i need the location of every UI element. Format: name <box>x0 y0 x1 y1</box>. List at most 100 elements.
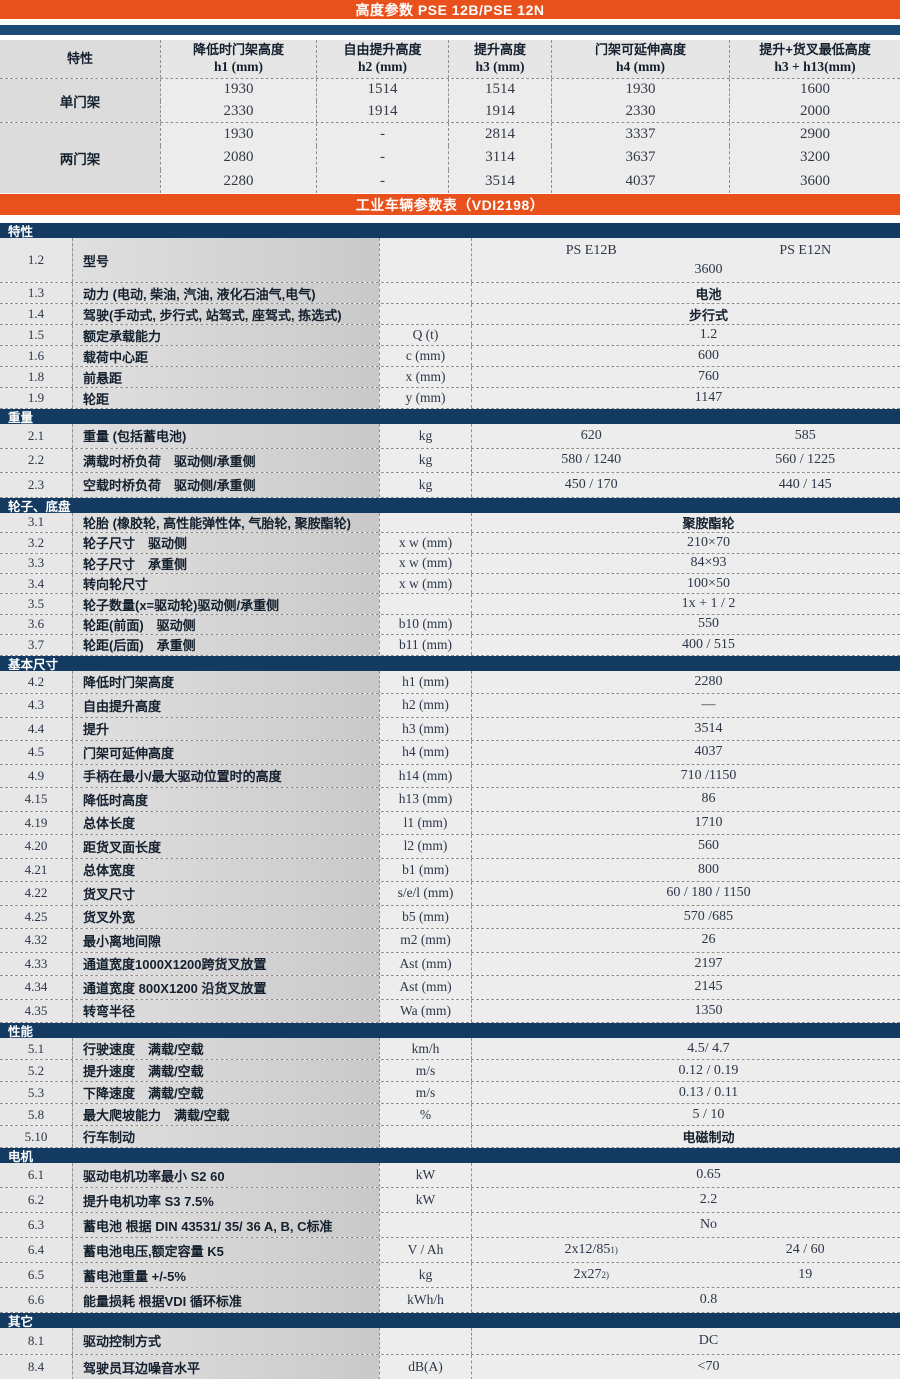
section-header-bar: 重量 <box>0 409 900 425</box>
spec-row: 4.32 最小离地间隙 m2 (mm) 26 <box>0 929 900 953</box>
spec-row: 1.3 动力 (电动, 柴油, 汽油, 液化石油气,电气) 电池 <box>0 283 900 304</box>
row-value: 2.2 <box>699 1192 718 1208</box>
height-params-title-bar: 高度参数 PSE 12B/PSE 12N <box>0 0 900 19</box>
row-number: 1.5 <box>0 325 72 345</box>
row-label: 最小离地间隙 <box>72 929 379 952</box>
row-unit: h13 (mm) <box>379 788 471 811</box>
row-number: 5.1 <box>0 1038 72 1060</box>
model-sub-value: 3600 <box>694 261 723 277</box>
height-value-cell: 2330 <box>551 100 729 122</box>
height-value-cell: 3337 <box>551 123 729 147</box>
row-unit: h4 (mm) <box>379 741 471 764</box>
spec-row: 3.2 轮子尺寸 驱动侧 x w (mm) 210×70 <box>0 533 900 554</box>
row-value-area: 550 <box>471 614 900 635</box>
height-table-row: 2330 1914 1914 2330 2000 <box>160 100 900 122</box>
spec-section-基本尺寸: 基本尺寸 4.2 降低时门架高度 h1 (mm) 2280 4.3 自由提升高度 h2 (mm… <box>0 655 900 1024</box>
height-table-col-header: 提升高度 h3 (mm) <box>448 40 551 78</box>
height-value-cell: 1930 <box>160 79 316 101</box>
spec-row: 4.35 转弯半径 Wa (mm) 1350 <box>0 999 900 1024</box>
row-value: 5 / 10 <box>692 1106 725 1122</box>
row-label: 蓄电池电压,额定容量 K5 <box>72 1238 379 1263</box>
row-label: 轮子数量(x=驱动轮)驱动侧/承重侧 <box>72 594 379 614</box>
spec-row: 1.6 载荷中心距 c (mm) 600 <box>0 346 900 367</box>
row-unit <box>379 1328 471 1354</box>
spec-row: 4.3 自由提升高度 h2 (mm) — <box>0 694 900 718</box>
row-unit: h3 (mm) <box>379 717 471 741</box>
row-value-area: 710 /1150 <box>471 764 900 788</box>
row-value-area: 2280 <box>471 670 900 694</box>
row-value-area: 3514 <box>471 717 900 741</box>
height-value-cell: 1914 <box>316 100 448 122</box>
row-unit <box>379 283 471 303</box>
row-unit: y (mm) <box>379 388 471 408</box>
row-label: 能量损耗 根据VDI 循环标准 <box>72 1288 379 1313</box>
row-number: 2.1 <box>0 424 72 448</box>
row-unit <box>379 238 471 282</box>
row-label: 轮距(后面) 承重侧 <box>72 635 379 655</box>
row-value: 4037 <box>694 744 723 760</box>
row-label: 轮子尺寸 驱动侧 <box>72 533 379 553</box>
row-value: 26 <box>701 932 716 948</box>
row-value-b: 2x12/85 1) <box>564 1242 618 1258</box>
row-value-area: 电磁制动 <box>471 1126 900 1148</box>
spec-section-性能: 性能 5.1 行驶速度 满载/空载 km/h 4.5/ 4.7 5.2 提升速度 满载/空载… <box>0 1023 900 1149</box>
mast-group: 两门架 1930-2814 3337 2900 2080-3114 3637 3200 228… <box>0 122 900 193</box>
model-name-line: PS E12B PS E12N <box>472 243 900 259</box>
row-number: 1.9 <box>0 388 72 408</box>
row-value: 1x + 1 / 2 <box>681 596 736 612</box>
spec-row: 4.15 降低时高度 h13 (mm) 86 <box>0 788 900 812</box>
height-value-cell: 1930 <box>551 79 729 101</box>
row-unit: kg <box>379 448 471 473</box>
row-label: 动力 (电动, 柴油, 汽油, 液化石油气,电气) <box>72 283 379 303</box>
row-value-area: PS E12B PS E12N 3600 <box>471 238 900 282</box>
height-value-cell: 1930 <box>160 123 316 147</box>
row-value-n: 560 / 1225 <box>775 452 836 468</box>
row-value-area: 2.2 <box>471 1188 900 1213</box>
row-label: 最大爬坡能力 满载/空载 <box>72 1104 379 1126</box>
height-table-row: 1930-2814 3337 2900 <box>160 123 900 147</box>
row-label: 货叉外宽 <box>72 905 379 929</box>
spec-section-轮子、底盘: 轮子、底盘 3.1 轮胎 (橡胶轮, 高性能弹性体, 气胎轮, 聚胺酯轮) 聚胺酯轮 3… <box>0 497 900 656</box>
row-unit: h1 (mm) <box>379 670 471 694</box>
row-value-area: 聚胺酯轮 <box>471 512 900 533</box>
height-value-cell: 1914 <box>448 100 551 122</box>
row-value-area: 400 / 515 <box>471 635 900 655</box>
row-value-area: 100×50 <box>471 573 900 594</box>
row-unit: b1 (mm) <box>379 858 471 882</box>
row-unit: x (mm) <box>379 367 471 387</box>
height-table-col-header: 特性 <box>0 40 160 78</box>
row-value: 3514 <box>694 720 723 736</box>
row-label: 货叉尺寸 <box>72 882 379 905</box>
row-label: 行车制动 <box>72 1126 379 1148</box>
spec-row: 3.7 轮距(后面) 承重侧 b11 (mm) 400 / 515 <box>0 635 900 656</box>
row-number: 3.7 <box>0 635 72 655</box>
row-unit <box>379 1213 471 1238</box>
height-value-cell: 4037 <box>551 169 729 193</box>
height-value-cell: 2814 <box>448 123 551 147</box>
row-unit: x w (mm) <box>379 553 471 573</box>
row-unit: dB(A) <box>379 1354 471 1379</box>
row-number: 4.2 <box>0 670 72 694</box>
height-value-cell: - <box>316 123 448 147</box>
mast-group-rows: 1930-2814 3337 2900 2080-3114 3637 3200 2280-3… <box>160 123 900 193</box>
row-label: 轮距(前面) 驱动侧 <box>72 614 379 635</box>
row-value: 0.65 <box>696 1167 721 1183</box>
height-table-col-header: 降低时门架高度 h1 (mm) <box>160 40 316 78</box>
row-value: <70 <box>697 1359 720 1375</box>
spec-row: 6.6 能量损耗 根据VDI 循环标准 kWh/h 0.8 <box>0 1288 900 1314</box>
row-number: 2.2 <box>0 448 72 473</box>
row-unit: c (mm) <box>379 346 471 366</box>
row-value-area: 步行式 <box>471 304 900 324</box>
row-value: — <box>701 697 716 713</box>
row-label: 手柄在最小/最大驱动位置时的高度 <box>72 764 379 788</box>
model-b-value: PS E12B <box>565 242 617 258</box>
row-unit: b5 (mm) <box>379 905 471 929</box>
spec-row: 1.9 轮距 y (mm) 1147 <box>0 388 900 409</box>
height-value-cell: - <box>316 146 448 170</box>
row-value-b: 2x27 2) <box>573 1267 609 1283</box>
row-number: 4.21 <box>0 858 72 882</box>
row-label: 降低时门架高度 <box>72 670 379 694</box>
vdi-title: 工业车辆参数表（VDI2198） <box>355 196 545 213</box>
row-value-area: 450 / 170 440 / 145 <box>471 473 900 497</box>
